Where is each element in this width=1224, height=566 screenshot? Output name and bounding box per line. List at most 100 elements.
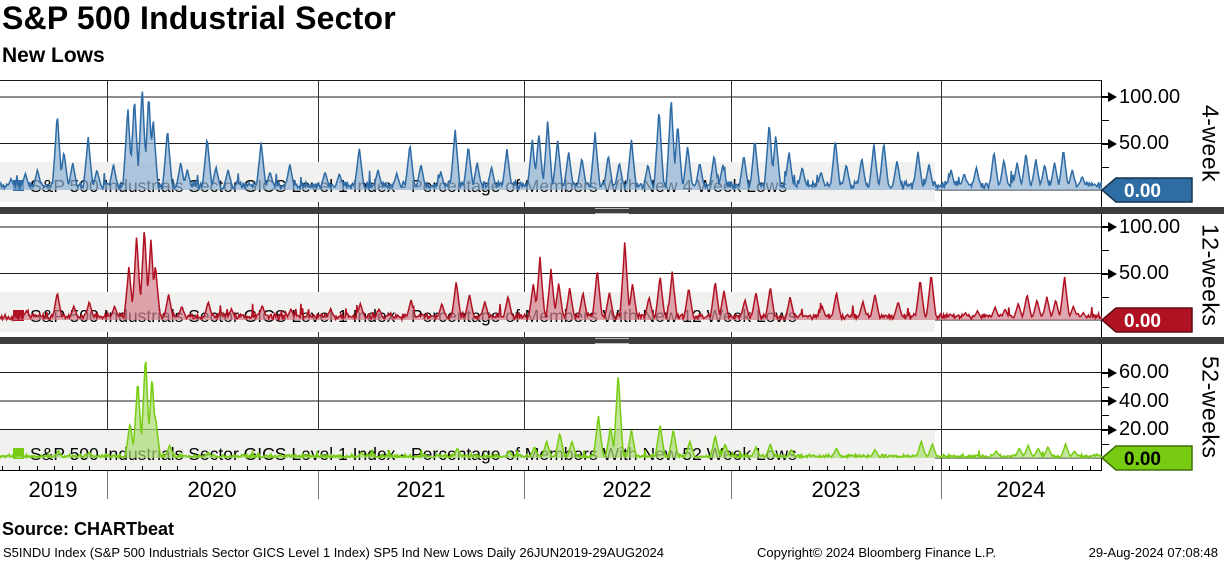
month-tick bbox=[510, 466, 512, 471]
y-axis-tick: 20.00 bbox=[1102, 418, 1170, 441]
tick-arrow-icon bbox=[1108, 138, 1117, 149]
y-axis-label: 50.00 bbox=[1119, 132, 1170, 154]
y-axis-label: 100.00 bbox=[1119, 215, 1181, 238]
footer-bar: S5INDU Index (S&P 500 Industrials Sector… bbox=[0, 545, 1224, 565]
year-label: 2019 bbox=[28, 477, 78, 502]
source-line: Source: CHARTbeat bbox=[2, 519, 175, 539]
tag-value: 0.00 bbox=[1124, 311, 1161, 332]
month-tick bbox=[598, 466, 600, 471]
month-tick bbox=[493, 466, 495, 471]
panel-name-4week: 4-week bbox=[1196, 80, 1224, 207]
tag-value: 0.00 bbox=[1124, 181, 1161, 202]
y-axis-minor-tick bbox=[1102, 443, 1109, 445]
y-axis-label: 40.00 bbox=[1119, 389, 1170, 412]
tick-line bbox=[1102, 371, 1108, 374]
month-tick bbox=[247, 466, 249, 471]
month-tick bbox=[879, 466, 881, 471]
month-tick bbox=[966, 466, 968, 471]
month-tick bbox=[142, 466, 144, 471]
month-tick bbox=[54, 466, 56, 471]
tick-line bbox=[1102, 272, 1108, 275]
month-tick bbox=[458, 466, 459, 471]
tick-line bbox=[1102, 226, 1108, 228]
month-tick bbox=[896, 466, 898, 471]
month-tick bbox=[1019, 466, 1021, 471]
month-tick bbox=[440, 466, 442, 471]
tag-shape bbox=[1100, 177, 1193, 203]
x-axis: 2019 2020 2021 2022 2023 2024 bbox=[0, 466, 1102, 505]
legend-label[interactable]: S&P 500 Industrials Sector GICS Level 1 … bbox=[30, 444, 797, 464]
month-tick bbox=[545, 466, 547, 471]
month-tick bbox=[633, 466, 635, 471]
y-axis-tick: 40.00 bbox=[1102, 390, 1169, 412]
month-tick bbox=[370, 466, 372, 471]
month-tick bbox=[36, 466, 38, 471]
y-axis-label: 50.00 bbox=[1119, 262, 1170, 284]
month-tick bbox=[773, 466, 775, 471]
y-axis-label: 100.00 bbox=[1119, 85, 1181, 108]
month-tick bbox=[615, 466, 617, 471]
month-tick bbox=[703, 466, 705, 471]
legend-marker[interactable] bbox=[13, 310, 24, 321]
year-divider bbox=[731, 471, 732, 499]
tick-line bbox=[1102, 400, 1108, 402]
month-tick bbox=[668, 466, 670, 471]
year-divider bbox=[107, 471, 108, 499]
y-axis-minor-tick bbox=[1102, 166, 1109, 168]
y-axis-minor-tick bbox=[1102, 120, 1109, 122]
last-value-tag-4week: 0.00 bbox=[1100, 177, 1193, 203]
month-tick bbox=[844, 466, 846, 471]
month-tick bbox=[177, 466, 179, 471]
month-tick bbox=[387, 466, 389, 471]
separator-drag-handle[interactable] bbox=[595, 338, 629, 344]
chart-title: S&P 500 Industrial Sector bbox=[2, 0, 396, 36]
tag-value: 0.00 bbox=[1124, 449, 1161, 470]
y-axis-minor-tick bbox=[1102, 415, 1109, 417]
month-tick bbox=[949, 466, 951, 471]
tick-arrow-icon bbox=[1108, 268, 1117, 279]
last-value-tag-52week: 0.00 bbox=[1100, 445, 1193, 471]
month-tick bbox=[809, 466, 810, 471]
y-axis-label: 20.00 bbox=[1119, 418, 1170, 440]
year-divider bbox=[524, 471, 525, 499]
tag-shape bbox=[1100, 307, 1193, 333]
plot-area-4week[interactable]: S&P 500 Industrials Sector GICS Level 1 … bbox=[0, 80, 1102, 207]
y-axis-tick: 100.00 bbox=[1102, 216, 1180, 238]
panel-4week[interactable]: S&P 500 Industrials Sector GICS Level 1 … bbox=[0, 80, 1102, 207]
month-tick bbox=[212, 466, 214, 471]
y-axis-minor-tick bbox=[1102, 250, 1109, 252]
month-tick bbox=[300, 466, 302, 471]
month-tick bbox=[1037, 466, 1039, 471]
panel-name-label: 4-week bbox=[1197, 104, 1224, 183]
tick-line bbox=[1102, 428, 1108, 431]
month-tick bbox=[352, 466, 354, 471]
tick-arrow-icon bbox=[1108, 424, 1117, 435]
month-tick bbox=[756, 466, 758, 471]
panel-name-label: 52-weeks bbox=[1197, 355, 1224, 459]
series-line-52week bbox=[0, 361, 1102, 460]
series-line-4week bbox=[0, 91, 1102, 192]
month-tick bbox=[580, 466, 582, 471]
panel-name-12week: 12-weeks bbox=[1196, 214, 1224, 337]
chart-subtitle: New Lows bbox=[2, 44, 105, 67]
plot-area-52week[interactable]: S&P 500 Industrials Sector GICS Level 1 … bbox=[0, 344, 1102, 470]
month-tick bbox=[528, 466, 530, 471]
month-tick bbox=[194, 466, 196, 471]
month-tick bbox=[405, 466, 407, 471]
plot-area-12week[interactable]: S&P 500 Industrials Sector GICS Level 1 … bbox=[0, 214, 1102, 337]
panel-separator bbox=[0, 337, 1224, 344]
panel-12week[interactable]: S&P 500 Industrials Sector GICS Level 1 … bbox=[0, 214, 1102, 337]
y-axis-tick: 50.00 bbox=[1102, 132, 1170, 155]
month-tick bbox=[19, 466, 21, 471]
year-label: 2020 bbox=[187, 477, 237, 502]
month-tick bbox=[1002, 466, 1003, 471]
month-tick bbox=[931, 466, 933, 471]
panel-52week[interactable]: S&P 500 Industrials Sector GICS Level 1 … bbox=[0, 344, 1102, 470]
year-label: 2023 bbox=[811, 477, 861, 502]
month-tick bbox=[265, 466, 266, 471]
month-tick bbox=[71, 466, 73, 471]
month-tick bbox=[738, 466, 740, 471]
tick-arrow-icon bbox=[1108, 396, 1117, 406]
separator-drag-handle[interactable] bbox=[595, 208, 629, 214]
panel-separator bbox=[0, 207, 1224, 214]
